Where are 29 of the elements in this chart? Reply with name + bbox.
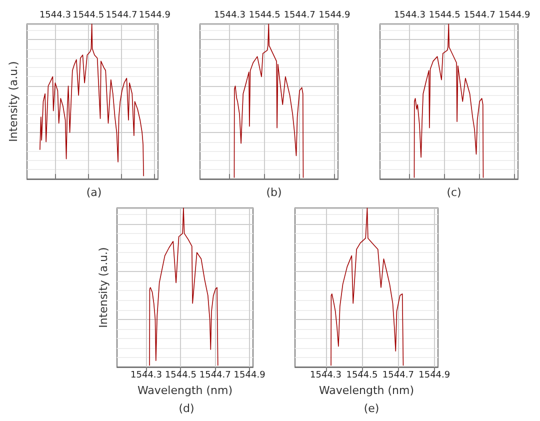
text: (d) [178,402,194,415]
x-tick-label: 1544.7 [284,10,316,20]
y-axis-title: Intensity (a.u.) [97,247,110,328]
x-tick-label: 1544.5 [164,370,196,380]
x-tick-label: 1544.3 [214,10,246,20]
x-tick-label: 1544.7 [382,370,414,380]
text: (c) [446,186,462,199]
x-axis-title: Wavelength (nm) [137,384,233,397]
x-axis-title: Wavelength (nm) [318,384,414,397]
x-tick-label: 1544.9 [318,10,351,20]
x-tick-label: 1544.9 [234,370,266,380]
x-tick-label: 1544.9 [418,370,450,380]
x-tick-label: 1544.5 [248,10,280,20]
x-tick-label: 1544.9 [138,10,171,20]
x-tick-label: 1544.7 [199,370,231,380]
x-tick-label: 1544.5 [428,10,460,20]
x-tick-label: 1544.3 [130,370,162,380]
text: (b) [266,186,282,199]
y-axis-title: Intensity (a.u.) [7,61,20,142]
x-tick-label: 1544.5 [346,370,378,380]
x-tick-label: 1544.3 [39,10,71,20]
x-tick-label: 1544.5 [72,10,104,20]
text: (a) [86,186,102,199]
x-tick-label: 1544.9 [498,10,531,20]
x-tick-label: 1544.3 [394,10,426,20]
text: (e) [364,402,380,415]
x-tick-label: 1544.7 [464,10,496,20]
x-tick-label: 1544.3 [310,370,342,380]
x-tick-label: 1544.7 [106,10,138,20]
